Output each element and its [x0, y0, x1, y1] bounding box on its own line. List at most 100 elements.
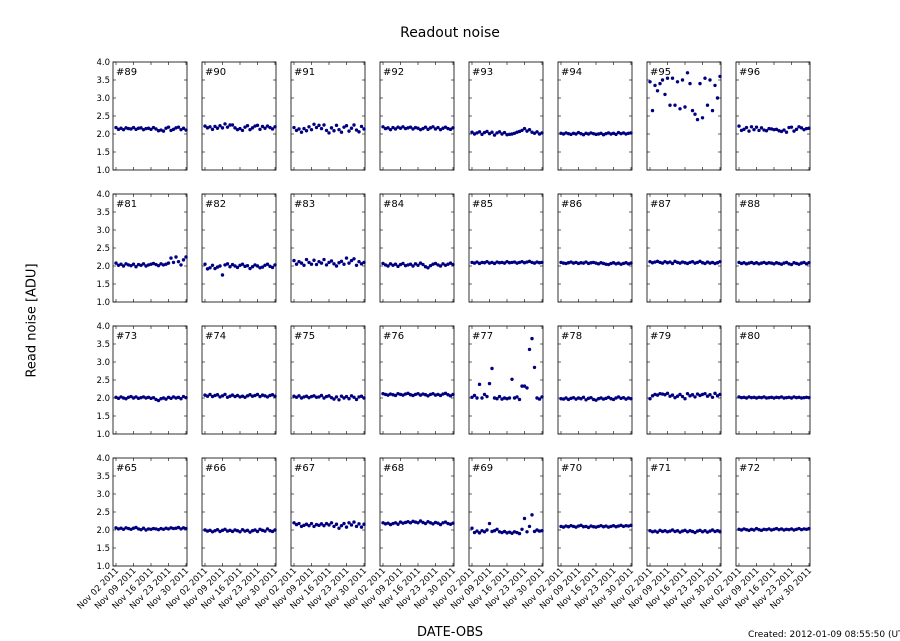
data-point: [475, 529, 479, 533]
data-point: [757, 128, 761, 133]
subplot-label: #80: [739, 331, 760, 342]
data-point: [342, 262, 346, 266]
data-point: [342, 396, 346, 400]
data-point: [416, 391, 420, 396]
subplot-label: #65: [116, 463, 137, 474]
data-point: [393, 262, 398, 266]
subplot-label: #70: [561, 463, 582, 474]
data-point: [329, 521, 334, 525]
subplot-label: #89: [116, 67, 137, 78]
data-point: [492, 261, 497, 266]
data-point: [169, 396, 173, 401]
axes-frame: [646, 193, 722, 303]
data-point: [451, 126, 455, 130]
data-point: [443, 125, 448, 129]
data-point: [762, 527, 766, 531]
data-point: [263, 126, 267, 130]
data-point: [273, 263, 277, 267]
data-point: [354, 524, 359, 529]
axes-frame: [557, 193, 633, 303]
data-point: [245, 124, 250, 128]
axes-frame: [646, 457, 722, 567]
data-point: [718, 259, 722, 264]
data-point: [695, 117, 700, 122]
data-point: [438, 522, 443, 527]
data-point: [703, 391, 707, 396]
data-point: [451, 521, 455, 525]
data-point: [342, 521, 346, 526]
axes-frame: [379, 193, 455, 303]
data-point: [629, 131, 633, 135]
data-point: [650, 394, 655, 398]
data-point: [426, 127, 430, 132]
data-point: [799, 396, 804, 400]
data-point: [243, 125, 247, 129]
data-point: [134, 395, 138, 399]
data-point: [807, 126, 811, 130]
data-point: [737, 124, 741, 128]
data-point: [273, 125, 277, 129]
data-point: [322, 396, 326, 400]
data-point: [665, 76, 670, 80]
data-point: [255, 392, 260, 397]
data-point: [349, 258, 354, 263]
subplot-ccd-94: #94: [557, 61, 633, 171]
data-point: [477, 531, 482, 535]
data-point: [268, 125, 272, 130]
data-point: [470, 395, 474, 399]
data-point: [693, 395, 697, 399]
axes-frame: [735, 61, 811, 171]
data-point: [436, 521, 440, 525]
data-point: [297, 259, 301, 264]
data-point: [349, 523, 354, 527]
y-tick-label: 3.0: [96, 94, 110, 104]
data-point: [744, 125, 749, 130]
data-point: [581, 525, 586, 529]
data-point: [698, 528, 702, 533]
data-point: [203, 124, 207, 128]
data-point: [381, 125, 385, 129]
data-point: [492, 529, 497, 533]
data-point: [475, 260, 479, 264]
data-point: [176, 395, 181, 399]
data-point: [213, 124, 217, 129]
data-point: [540, 529, 544, 533]
data-point: [448, 394, 453, 398]
data-point: [500, 132, 504, 136]
data-point: [344, 525, 349, 529]
data-point: [520, 527, 524, 531]
data-point: [648, 80, 652, 84]
data-point: [263, 529, 267, 533]
data-point: [181, 258, 186, 262]
data-point: [485, 528, 489, 532]
data-point: [767, 261, 771, 265]
subplot-ccd-79: #79: [646, 325, 722, 435]
data-point: [708, 393, 712, 397]
axes-frame: [201, 61, 277, 171]
data-point: [386, 521, 390, 525]
axes-frame: [379, 325, 455, 435]
data-point: [584, 398, 588, 402]
subplot-label: #84: [383, 199, 404, 210]
data-point: [294, 128, 299, 133]
subplot-label: #75: [294, 331, 315, 342]
data-point: [208, 125, 212, 129]
y-tick-label: 4.0: [96, 454, 110, 464]
data-point: [218, 264, 222, 268]
data-point: [683, 105, 687, 109]
data-point: [665, 391, 670, 396]
data-point: [472, 530, 477, 535]
axes-frame: [379, 61, 455, 171]
data-point: [802, 260, 806, 265]
data-point: [540, 395, 544, 399]
axes-frame: [557, 325, 633, 435]
data-point: [294, 395, 299, 399]
data-point: [752, 528, 756, 532]
data-point: [319, 522, 324, 526]
data-point: [423, 521, 428, 526]
data-point: [522, 516, 527, 521]
data-point: [779, 129, 784, 134]
data-point: [327, 131, 331, 135]
data-point: [658, 81, 662, 86]
y-axis-label: Read noise [ADU]: [24, 263, 40, 378]
